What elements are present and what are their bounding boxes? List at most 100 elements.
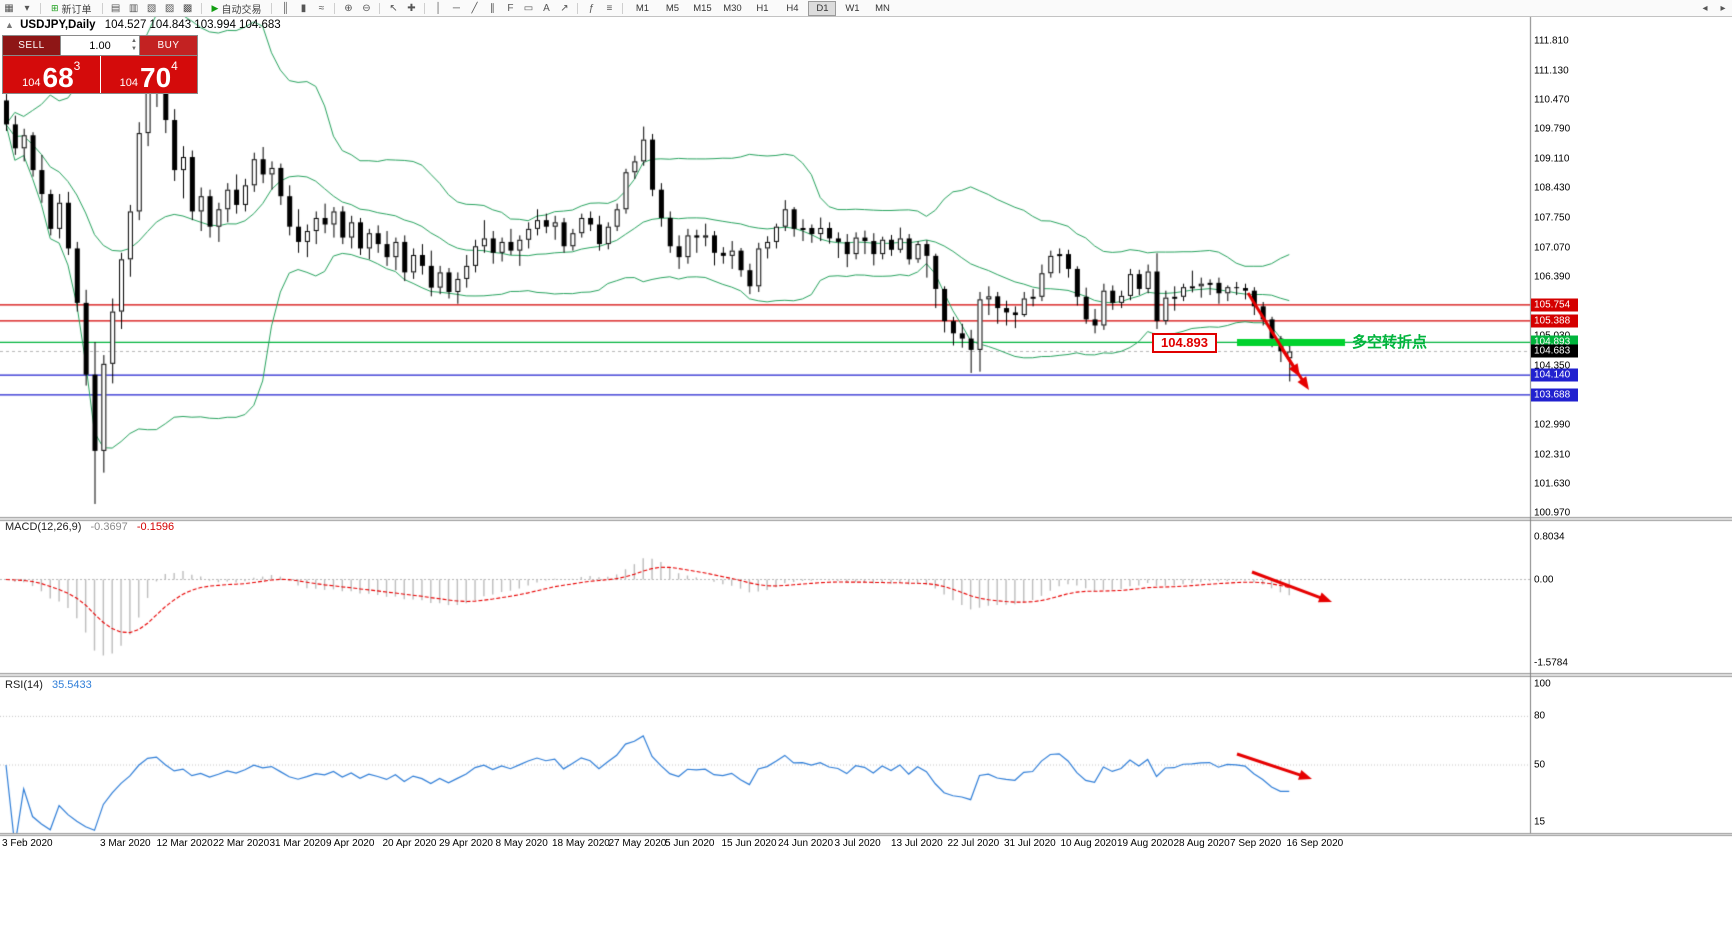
price-axis-label: 106.390 bbox=[1534, 271, 1571, 283]
candlestick-chart-icon[interactable]: ▮ bbox=[300, 2, 307, 14]
rsi-pane-title: RSI(14) 35.5433 bbox=[5, 679, 92, 691]
rsi-axis-label: 80 bbox=[1534, 710, 1546, 722]
date-axis-label: 9 Apr 2020 bbox=[326, 838, 375, 849]
date-axis-label: 19 Aug 2020 bbox=[1117, 838, 1174, 849]
date-axis-label: 24 Jun 2020 bbox=[778, 838, 834, 849]
ohlc-values: 104.527 104.843 103.994 104.683 bbox=[104, 19, 281, 31]
date-axis-label: 8 May 2020 bbox=[495, 838, 548, 849]
spinner-up-icon[interactable]: ▲ bbox=[131, 38, 137, 44]
timeframe-button-m1[interactable]: M1 bbox=[635, 2, 650, 14]
date-axis-label: 16 Sep 2020 bbox=[1286, 838, 1344, 849]
date-axis-label: 3 Jul 2020 bbox=[834, 838, 881, 849]
shapes-icon[interactable]: ▭ bbox=[523, 2, 534, 14]
price-axis-label: 108.430 bbox=[1534, 182, 1571, 194]
macd-axis-label: 0.8034 bbox=[1534, 531, 1565, 543]
cursor-icon[interactable]: ↖ bbox=[389, 2, 398, 14]
new-order-button[interactable]: ⊞ 新订单 bbox=[46, 1, 97, 16]
objects-list-icon[interactable]: ≡ bbox=[606, 2, 613, 14]
timeframe-button-m15[interactable]: M15 bbox=[693, 2, 712, 14]
date-axis-label: 28 Aug 2020 bbox=[1173, 838, 1230, 849]
timeframe-button-h1[interactable]: H1 bbox=[756, 2, 769, 14]
ask-big-digits: 70 bbox=[140, 62, 172, 93]
price-axis-label: 109.110 bbox=[1534, 153, 1570, 165]
price-tag: 104.140 bbox=[1531, 368, 1578, 382]
channel-icon[interactable]: ∥ bbox=[489, 2, 495, 14]
sell-button[interactable]: SELL bbox=[3, 36, 60, 55]
bid-pip-digit: 3 bbox=[73, 59, 81, 73]
data-window-icon[interactable]: ▥ bbox=[128, 2, 139, 14]
new-order-button-label: 新订单 bbox=[61, 4, 92, 16]
chart-title: ▲ USDJPY,Daily 104.527 104.843 103.994 1… bbox=[5, 19, 281, 31]
scroll-right-icon[interactable]: ▸ bbox=[1720, 2, 1726, 14]
timeframe-button-d1[interactable]: D1 bbox=[808, 0, 837, 16]
autotrading-button-label: 自动交易 bbox=[221, 4, 262, 16]
price-axis-label: 107.750 bbox=[1534, 212, 1571, 224]
bid-prefix: 104 bbox=[22, 77, 41, 89]
terminal-icon[interactable]: ▨ bbox=[164, 2, 175, 14]
macd-signal-value: -0.1596 bbox=[136, 521, 175, 533]
trendline-icon[interactable]: ╱ bbox=[471, 2, 478, 14]
macd-pane-title: MACD(12,26,9) -0.3697 -0.1596 bbox=[5, 521, 174, 533]
macd-main-value: -0.3697 bbox=[90, 521, 128, 533]
buy-button[interactable]: BUY bbox=[140, 36, 197, 55]
ask-price-panel[interactable]: 104 70 4 bbox=[100, 56, 197, 93]
toolbar-separator bbox=[101, 2, 103, 14]
timeframe-button-m5[interactable]: M5 bbox=[665, 2, 680, 14]
timeframe-button-w1[interactable]: W1 bbox=[845, 2, 860, 14]
rsi-axis-label: 50 bbox=[1534, 759, 1546, 771]
crosshair-icon[interactable]: ✚ bbox=[407, 2, 416, 14]
scroll-left-icon[interactable]: ◂ bbox=[1702, 2, 1708, 14]
toolbar-separator bbox=[334, 2, 336, 14]
price-tag: 105.754 bbox=[1531, 298, 1578, 312]
indicators-icon[interactable]: ƒ bbox=[588, 2, 595, 14]
zoom-out-icon[interactable]: ⊖ bbox=[362, 2, 371, 14]
horizontal-line-icon[interactable]: ─ bbox=[452, 2, 461, 14]
rsi-label: RSI(14) bbox=[5, 679, 43, 691]
collapse-panel-icon[interactable]: ▲ bbox=[5, 20, 14, 30]
autotrading-button[interactable]: ▶ 自动交易 bbox=[207, 1, 267, 16]
date-axis-label: 31 Jul 2020 bbox=[1004, 838, 1056, 849]
navigator-icon[interactable]: ▧ bbox=[146, 2, 157, 14]
new-chart-icon[interactable]: ▦ bbox=[4, 2, 14, 14]
price-axis-label: 104.350 bbox=[1534, 360, 1571, 372]
toolbar-separator bbox=[271, 2, 273, 14]
chart-profiles-icon[interactable]: ▾ bbox=[24, 2, 30, 14]
toolbar-separator bbox=[424, 2, 426, 14]
ask-prefix: 104 bbox=[119, 77, 138, 89]
macd-axis-label: -1.5784 bbox=[1534, 657, 1568, 669]
arrow-tool-icon[interactable]: ↗ bbox=[560, 2, 569, 14]
price-axis-label: 107.070 bbox=[1534, 242, 1571, 254]
zoom-in-icon[interactable]: ⊕ bbox=[344, 2, 353, 14]
timeframe-button-mn[interactable]: MN bbox=[875, 2, 890, 14]
volume-spinner[interactable]: ▲ ▼ bbox=[131, 37, 137, 53]
volume-input[interactable]: 1.00 ▲ ▼ bbox=[60, 36, 140, 55]
bar-chart-icon[interactable]: ║ bbox=[281, 2, 290, 14]
spinner-down-icon[interactable]: ▼ bbox=[131, 46, 137, 52]
rsi-value: 35.5433 bbox=[51, 679, 92, 691]
toolbar-separator bbox=[577, 2, 579, 14]
toolbar: ▦ ▾ ⊞ 新订单 ▤ ▥ ▧ ▨ ▩ ▶ 自动交易 ║ ▮ ≈ ⊕ ⊖ ↖ ✚ │ ─ ╱ ∥ F ▭ A ↗ ƒ ≡ M1 M5 M15… bbox=[0, 0, 1732, 17]
timeframe-button-m30[interactable]: M30 bbox=[723, 2, 742, 14]
turning-point-label[interactable]: 多空转折点 bbox=[1352, 334, 1428, 351]
autotrading-button-icon: ▶ bbox=[211, 2, 219, 13]
date-axis-label: 22 Mar 2020 bbox=[213, 838, 270, 849]
date-axis-label: 27 May 2020 bbox=[608, 838, 667, 849]
strategy-tester-icon[interactable]: ▩ bbox=[182, 2, 193, 14]
market-watch-icon[interactable]: ▤ bbox=[110, 2, 121, 14]
text-tool-icon[interactable]: A bbox=[543, 2, 550, 14]
date-axis-label: 3 Mar 2020 bbox=[100, 838, 151, 849]
date-axis-label: 5 Jun 2020 bbox=[665, 838, 715, 849]
line-chart-icon[interactable]: ≈ bbox=[318, 2, 325, 14]
bid-price-panel[interactable]: 104 68 3 bbox=[3, 56, 101, 93]
price-axis-label: 109.790 bbox=[1534, 123, 1571, 135]
macd-axis-label: 0.00 bbox=[1534, 574, 1554, 585]
price-callout-label[interactable]: 104.893 bbox=[1152, 333, 1217, 353]
vertical-line-icon[interactable]: │ bbox=[435, 2, 442, 14]
price-tag: 103.688 bbox=[1531, 388, 1578, 402]
timeframe-button-h4[interactable]: H4 bbox=[786, 2, 799, 14]
date-axis-label: 31 Mar 2020 bbox=[269, 838, 326, 849]
fibonacci-icon[interactable]: F bbox=[507, 2, 514, 14]
one-click-trading-widget: SELL 1.00 ▲ ▼ BUY 104 68 3 104 70 4 bbox=[2, 35, 198, 94]
